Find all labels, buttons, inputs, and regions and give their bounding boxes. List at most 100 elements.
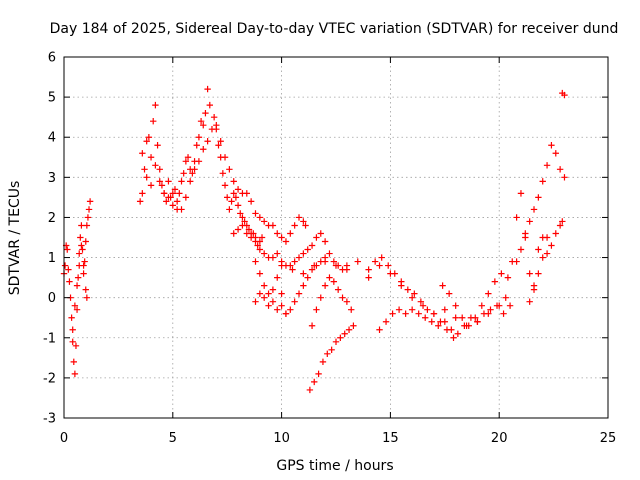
data-point [182,158,190,165]
data-point [165,194,172,201]
data-point [343,298,351,305]
data-point [321,238,329,245]
data-point [498,270,505,277]
data-point [278,290,285,297]
data-point [317,230,324,237]
data-point [73,306,81,313]
data-point [234,202,242,209]
data-point [535,246,542,253]
data-point [391,270,398,277]
data-point [304,274,311,281]
data-point [69,338,76,345]
data-point [76,250,83,257]
data-point [478,302,485,309]
data-point [169,190,176,197]
data-point [552,230,559,237]
data-point [260,282,268,289]
x-tick-label: 25 [600,431,617,446]
data-point [80,262,87,269]
data-point [224,194,231,201]
data-point [282,310,290,317]
data-point [143,138,150,145]
data-point [313,306,320,313]
data-point [300,250,307,257]
data-point [197,117,205,125]
data-point [278,262,285,269]
data-point [398,278,405,285]
data-point [543,162,551,169]
data-point [66,278,73,285]
series-k [308,274,355,329]
data-point [535,194,542,201]
data-point [152,101,159,109]
data-point [326,250,333,257]
data-point [245,226,253,233]
data-point [404,286,412,293]
series-o [513,142,568,265]
axis-ticks [63,56,609,419]
series-h [252,274,290,317]
data-point [480,310,488,317]
data-point [191,166,198,173]
y-tick-label: 2 [48,211,56,226]
y-tick-label: 0 [48,291,56,306]
data-point [454,330,462,337]
data-point [287,262,294,269]
data-point [156,166,163,173]
data-point [79,246,86,253]
x-tick-label: 15 [382,431,399,446]
data-point [80,270,87,277]
data-point [204,138,211,145]
data-point [339,294,346,301]
data-point [300,282,307,289]
data-point [237,210,244,217]
y-tick-label: -1 [43,331,56,346]
data-point [517,246,525,253]
data-point [83,222,91,229]
data-point [195,134,203,141]
data-point [321,282,329,289]
data-point [376,262,383,269]
data-point [517,190,525,197]
data-point [428,318,435,325]
data-point [86,198,94,205]
x-tick-label: 10 [273,431,290,446]
data-point [250,230,257,237]
data-point [365,274,372,281]
data-point [217,138,224,145]
data-point [260,218,268,225]
data-point [411,290,418,297]
data-point [230,190,237,197]
data-point [304,246,311,253]
data-point [341,330,348,337]
x-axis-label: GPS time / hours [276,458,393,474]
data-point [291,298,298,305]
data-point [278,302,285,309]
data-point [385,262,392,269]
data-point [232,194,240,201]
data-point [219,170,227,177]
data-point [65,266,72,273]
data-point [289,266,296,273]
data-point [213,121,220,129]
data-point [230,230,237,237]
data-point [487,306,494,313]
data-point [326,274,333,281]
data-point [295,290,303,297]
data-point [82,238,89,245]
data-point [265,302,272,309]
data-point [256,246,264,253]
data-point [332,338,340,345]
x-tick-label: 5 [169,431,177,446]
y-tick-label: 5 [48,91,56,106]
data-point [548,242,555,249]
data-point [154,142,161,149]
data-point [195,158,203,165]
data-point [239,222,246,229]
data-point [193,142,200,149]
data-point [158,182,166,189]
data-point [184,154,192,161]
data-point [313,234,320,241]
data-point [78,242,85,249]
